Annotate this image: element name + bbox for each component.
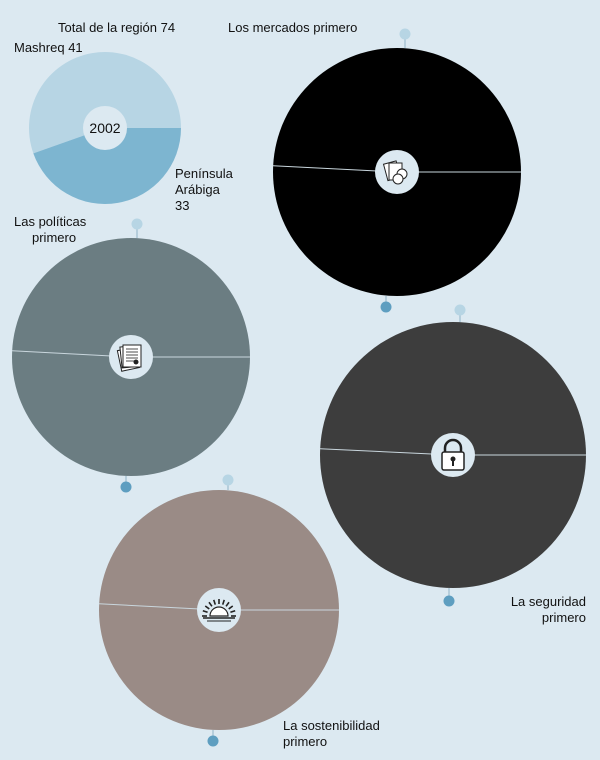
marker-bottom-sostenibilidad	[207, 735, 219, 747]
marker-top-politicas	[131, 218, 143, 230]
pie-slice-0	[28, 51, 182, 154]
padlock-icon	[441, 438, 465, 471]
marker-top-mercados	[399, 28, 411, 40]
scenario-label-politicas-line-1: Las políticas	[14, 214, 87, 229]
slice-label-peninsula-line-2: Arábiga	[175, 182, 220, 197]
pie-year-label: 2002	[89, 120, 120, 136]
scenario-label-politicas-line-2: primero	[32, 230, 77, 245]
scenario-label-sostenibilidad: La sostenibilidad primero	[283, 718, 380, 750]
pie-center-disc	[83, 106, 127, 150]
total-region-label: Total de la región 74	[58, 20, 176, 35]
scenario-label-sostenibilidad-line-2: primero	[283, 734, 328, 749]
slice-label-peninsula-line-1: Península	[175, 166, 233, 181]
scenario-label-seguridad: La seguridad primero	[470, 594, 586, 626]
slice-label-mashreq: Mashreq 41	[14, 40, 83, 55]
marker-bottom-politicas	[120, 481, 132, 493]
scenario-label-mercados-line-1: Los mercados primero	[228, 20, 358, 35]
slice-label-peninsula-line-3: 33	[175, 198, 190, 213]
marker-bottom-mercados	[380, 301, 392, 313]
scenario-divider-left-seguridad	[319, 448, 454, 456]
scenario-label-sostenibilidad-line-1: La sostenibilidad	[283, 718, 380, 733]
documents-stack-icon	[382, 160, 408, 185]
document-certificate-icon	[116, 344, 142, 372]
marker-top-seguridad	[454, 304, 466, 316]
scenario-label-mercados: Los mercados primero	[228, 20, 357, 36]
marker-bottom-seguridad	[443, 595, 455, 607]
sunrise-icon	[202, 599, 236, 622]
pie-slice-1	[33, 128, 182, 204]
slice-label-peninsula: Península Arábiga 33	[175, 166, 233, 214]
scenario-label-seguridad-line-1: La seguridad	[510, 594, 586, 609]
marker-top-sostenibilidad	[222, 474, 234, 486]
scenario-label-politicas: Las políticas primero	[14, 214, 86, 246]
scenario-label-seguridad-line-2: primero	[541, 610, 586, 625]
